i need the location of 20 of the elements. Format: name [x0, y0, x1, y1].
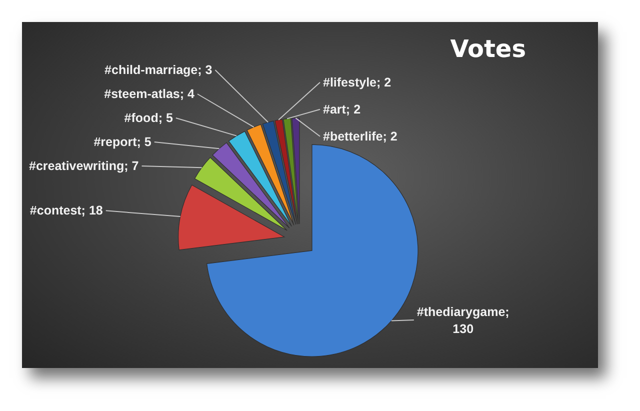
- slice-label: #child-marriage: [104, 63, 198, 77]
- slice-label: #art: [323, 102, 347, 116]
- slice-label: #food: [124, 111, 158, 125]
- data-label: ; 5: [136, 135, 152, 149]
- data-label: ; 2: [376, 75, 392, 90]
- data-label: ; 3: [198, 63, 212, 77]
- chart-title: Votes: [450, 35, 526, 63]
- slice-label: #contest: [30, 204, 82, 218]
- data-label: ; 2: [346, 102, 361, 116]
- slice-label: #betterlife: [323, 129, 383, 144]
- slice-label: #steem-atlas: [104, 87, 180, 101]
- data-label: ; 2: [382, 129, 398, 144]
- slice-label: #creativewriting: [28, 159, 124, 173]
- data-label: ; 18: [81, 204, 103, 218]
- slice-label: #lifestyle: [323, 75, 377, 90]
- slice-label: #report: [94, 135, 138, 149]
- data-label: ; 7: [124, 159, 139, 173]
- data-label: ; 4: [180, 87, 194, 101]
- data-label: ; 5: [158, 111, 173, 125]
- slice-label: #thediarygame; 130: [416, 305, 510, 336]
